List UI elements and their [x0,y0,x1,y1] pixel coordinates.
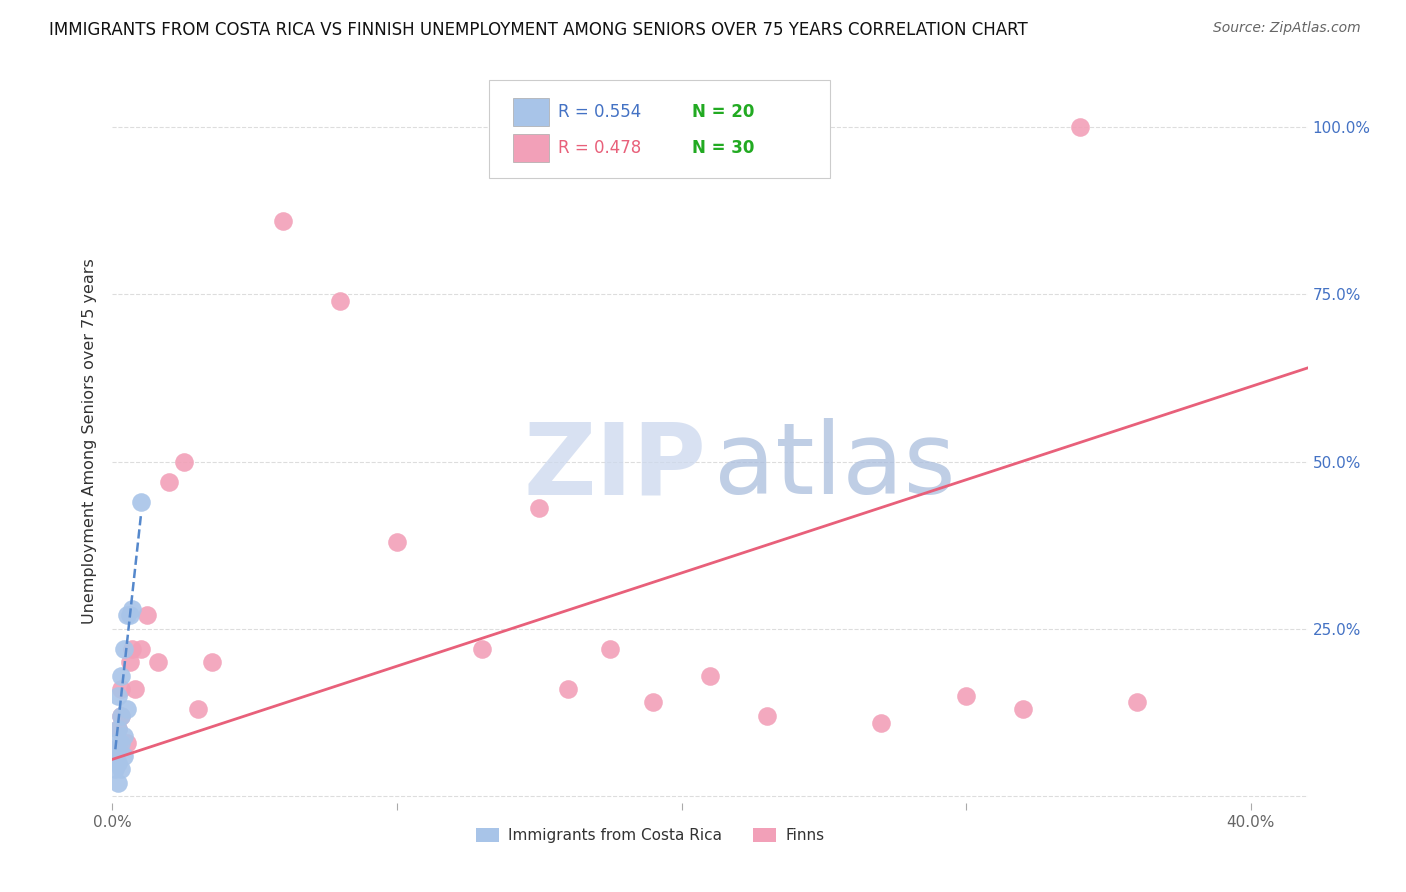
Point [104,762,127,776]
Point [1126,696,1149,710]
Point [110,708,132,723]
Point [146,655,169,669]
Point [157,475,180,489]
Point [599,642,621,657]
Point [115,735,138,749]
Point [201,655,224,669]
Point [104,742,127,756]
Text: R = 0.478: R = 0.478 [558,139,641,157]
Point [112,749,135,764]
Point [110,762,132,776]
Point [129,494,152,508]
Text: Source: ZipAtlas.com: Source: ZipAtlas.com [1213,21,1361,36]
Point [955,689,977,703]
Text: ZIP: ZIP [523,418,706,516]
Point [173,455,195,469]
Point [699,669,721,683]
FancyBboxPatch shape [513,135,548,162]
Point [121,642,143,657]
Point [110,681,132,696]
Point [110,735,132,749]
Point [1012,702,1035,716]
Point [104,735,127,749]
Point [124,681,146,696]
Point [121,602,143,616]
Point [529,501,551,516]
Point [118,655,141,669]
Point [643,696,665,710]
Point [112,729,135,743]
Point [107,723,129,737]
Point [755,708,778,723]
Point [107,689,129,703]
FancyBboxPatch shape [513,98,548,126]
FancyBboxPatch shape [489,80,830,178]
Point [129,642,152,657]
Text: R = 0.554: R = 0.554 [558,103,641,121]
Point [557,681,579,696]
Point [112,642,135,657]
Y-axis label: Unemployment Among Seniors over 75 years: Unemployment Among Seniors over 75 years [82,259,97,624]
Point [107,776,129,790]
Point [115,608,138,623]
Point [107,723,129,737]
Point [385,535,408,549]
Point [107,756,129,770]
Point [471,642,494,657]
Point [1069,120,1091,135]
Text: atlas: atlas [714,418,955,516]
Point [104,749,127,764]
Point [271,213,294,227]
Point [869,715,891,730]
Legend: Immigrants from Costa Rica, Finns: Immigrants from Costa Rica, Finns [470,822,831,849]
Point [107,742,129,756]
Point [329,294,352,309]
Text: IMMIGRANTS FROM COSTA RICA VS FINNISH UNEMPLOYMENT AMONG SENIORS OVER 75 YEARS C: IMMIGRANTS FROM COSTA RICA VS FINNISH UN… [49,21,1028,39]
Point [187,702,209,716]
Text: N = 30: N = 30 [692,139,755,157]
Point [118,608,141,623]
Point [110,669,132,683]
Point [135,608,157,623]
Text: N = 20: N = 20 [692,103,755,121]
Point [110,708,132,723]
Point [115,702,138,716]
